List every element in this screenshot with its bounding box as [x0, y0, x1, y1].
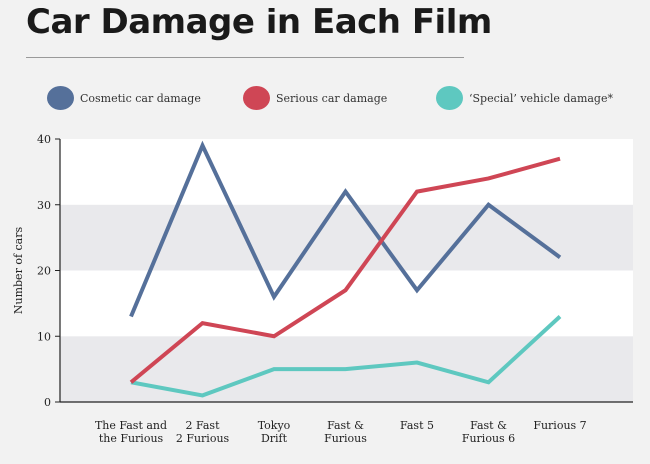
legend-label-special: ‘Special’ vehicle damage* — [469, 91, 613, 105]
grid-band-2 — [60, 204, 633, 271]
legend-item-special: ‘Special’ vehicle damage* — [436, 82, 613, 114]
legend-label-serious: Serious car damage — [276, 91, 388, 105]
x-tick-label-0: The Fast and the Furious — [95, 419, 167, 445]
legend: Cosmetic car damage Serious car damage ‘… — [0, 82, 650, 114]
x-tick-label-4: Fast 5 — [400, 419, 434, 432]
series-line-1 — [129, 156, 561, 384]
y-tick-label-20: 20 — [37, 265, 51, 278]
y-axis-label: Number of cars — [12, 227, 25, 315]
x-tick-label-2: Tokyo Drift — [258, 419, 291, 445]
title-underline — [26, 57, 464, 58]
x-tick-label-5: Fast & Furious 6 — [462, 419, 515, 445]
chart-title: Car Damage in Each Film — [26, 2, 492, 42]
y-tick-label-40: 40 — [37, 133, 51, 146]
y-tick-label-30: 30 — [37, 199, 51, 212]
legend-swatch-cosmetic — [47, 86, 74, 110]
series-line-2 — [130, 315, 562, 398]
x-tick-label-3: Fast & Furious — [324, 419, 367, 445]
grid-band-1 — [60, 270, 633, 337]
legend-item-cosmetic: Cosmetic car damage — [47, 82, 201, 114]
legend-label-cosmetic: Cosmetic car damage — [80, 91, 201, 105]
legend-swatch-serious — [243, 86, 270, 110]
x-tick-label-1: 2 Fast 2 Furious — [176, 419, 230, 445]
y-tick-label-0: 0 — [44, 396, 51, 409]
y-tick-label-10: 10 — [37, 330, 51, 343]
x-tick-label-6: Furious 7 — [533, 419, 586, 432]
legend-item-serious: Serious car damage — [243, 82, 387, 114]
legend-swatch-special — [436, 86, 463, 110]
title-crop-edge — [0, 0, 650, 8]
series-line-0 — [129, 140, 562, 318]
